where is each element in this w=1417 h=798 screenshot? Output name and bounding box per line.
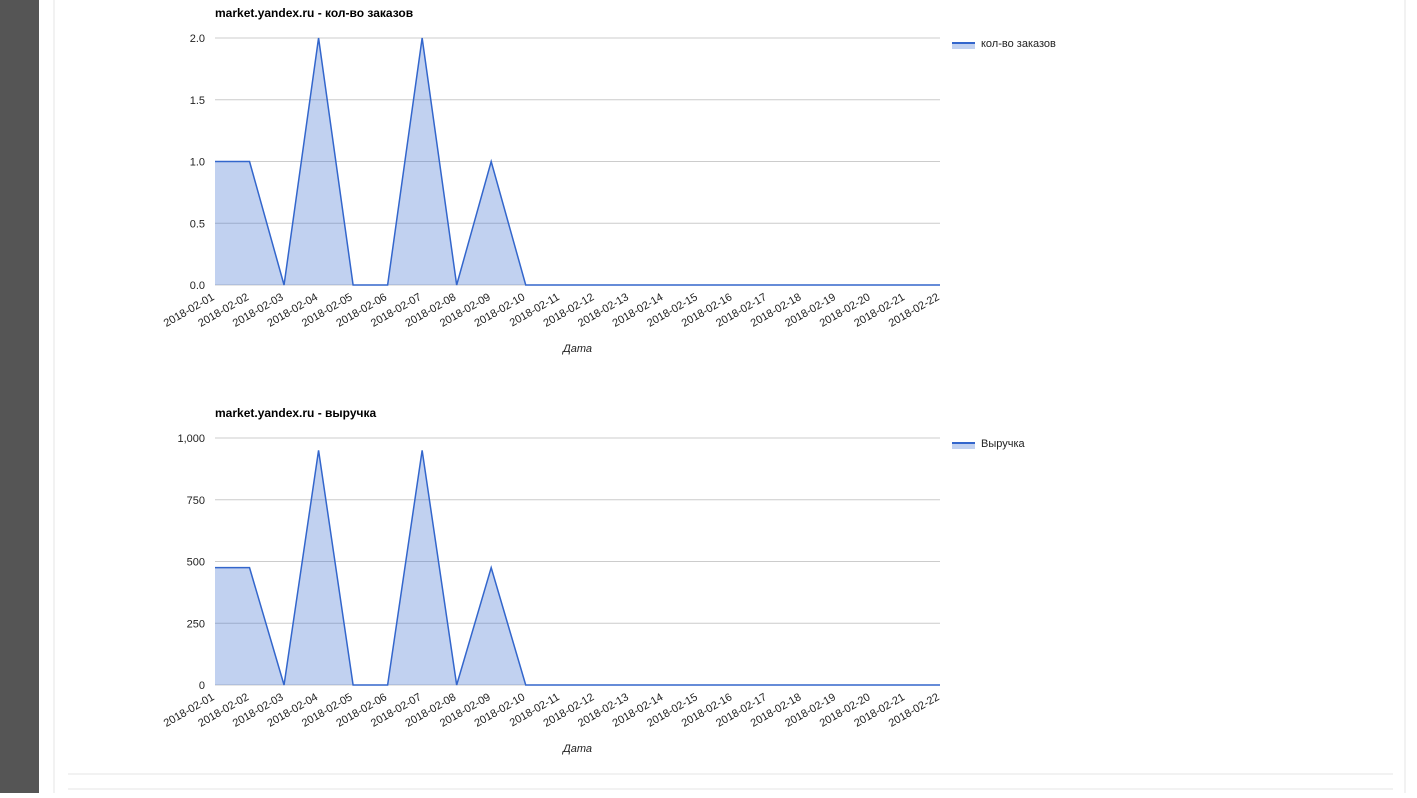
chart-title: market.yandex.ru - кол-во заказов [215, 6, 413, 20]
series-line [215, 37, 940, 286]
legend-swatch [952, 443, 975, 449]
y-tick-label: 0.0 [190, 280, 205, 292]
y-tick-label: 250 [187, 618, 205, 630]
y-tick-label: 1,000 [177, 433, 205, 445]
y-tick-label: 750 [187, 495, 205, 507]
y-tick-label: 1.5 [190, 95, 205, 107]
y-tick-label: 1.0 [190, 157, 205, 169]
series-line [215, 450, 940, 686]
y-tick-label: 500 [187, 557, 205, 569]
y-tick-label: 2.0 [190, 33, 205, 45]
legend-swatch [952, 43, 975, 49]
y-tick-label: 0.5 [190, 218, 205, 230]
x-axis-label: Дата [561, 743, 592, 755]
x-axis-label: Дата [561, 343, 592, 355]
sidebar [0, 0, 39, 793]
legend-label: Выручка [981, 438, 1026, 450]
y-tick-label: 0 [199, 680, 205, 692]
legend-label: кол-во заказов [981, 38, 1056, 50]
chart-title: market.yandex.ru - выручка [215, 406, 376, 420]
